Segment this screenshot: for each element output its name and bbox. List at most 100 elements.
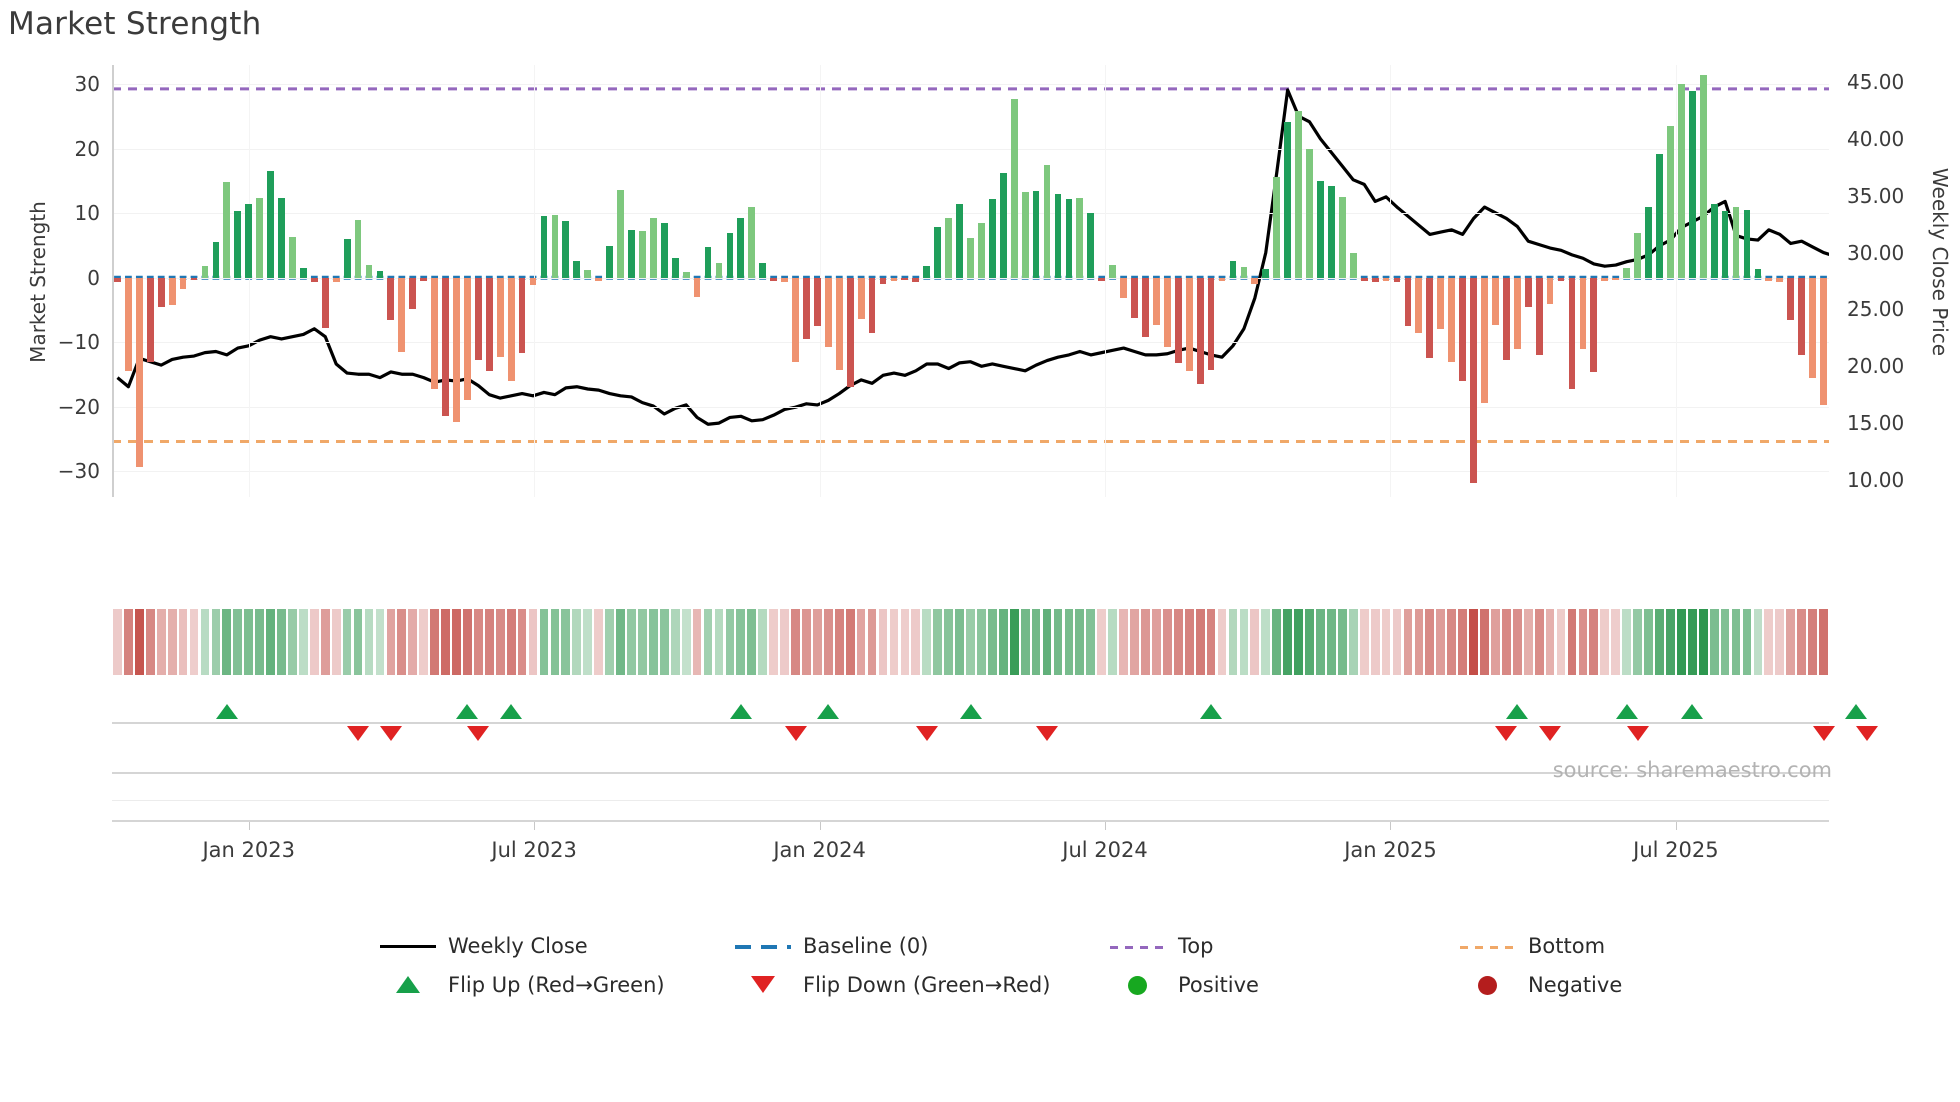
heatmap-cell bbox=[616, 609, 625, 675]
bar bbox=[1163, 277, 1171, 348]
heatmap-cell bbox=[277, 609, 286, 675]
legend-item[interactable]: Top bbox=[1110, 934, 1213, 958]
bar bbox=[1612, 277, 1620, 281]
dashed-line-icon bbox=[735, 936, 791, 956]
heatmap-cell bbox=[1764, 609, 1774, 675]
heatmap-cell bbox=[1545, 609, 1555, 675]
bar bbox=[1054, 193, 1062, 278]
bar bbox=[1743, 210, 1751, 278]
heatmap-cell bbox=[725, 609, 735, 675]
bar bbox=[518, 277, 526, 354]
heatmap-cell bbox=[834, 609, 844, 675]
bar bbox=[1415, 277, 1423, 334]
flip-up-marker bbox=[215, 704, 238, 719]
heatmap-cell bbox=[1819, 609, 1828, 675]
bar bbox=[1240, 267, 1248, 278]
heatmap-cell bbox=[113, 609, 122, 675]
legend-item[interactable]: Flip Down (Green→Red) bbox=[735, 973, 1050, 997]
bar bbox=[245, 204, 253, 278]
bar bbox=[1732, 207, 1740, 278]
bar bbox=[398, 277, 406, 352]
heatmap-cell bbox=[911, 609, 921, 675]
heatmap-cell bbox=[758, 609, 768, 675]
gridline bbox=[112, 277, 1829, 279]
x-axis-line bbox=[112, 820, 1829, 822]
x-tick-label: Jul 2023 bbox=[491, 838, 577, 862]
y-tick-left: 20 bbox=[74, 136, 100, 161]
heatmap-cell bbox=[1020, 609, 1030, 675]
legend-item[interactable]: Positive bbox=[1110, 973, 1259, 997]
heatmap-cell bbox=[1305, 609, 1314, 675]
vertical-gridline bbox=[1675, 65, 1677, 497]
y-tick-left: −30 bbox=[57, 459, 100, 484]
bar bbox=[704, 246, 712, 278]
legend-label: Bottom bbox=[1528, 934, 1606, 958]
bar bbox=[1120, 277, 1127, 298]
heatmap-cell bbox=[638, 609, 647, 675]
bar bbox=[1032, 190, 1040, 278]
bar bbox=[1229, 261, 1237, 278]
bar bbox=[1251, 277, 1259, 285]
heatmap-cell bbox=[1042, 609, 1052, 675]
heatmap-cell bbox=[1600, 609, 1610, 675]
heatmap-cell bbox=[780, 609, 789, 675]
legend-item[interactable]: Flip Up (Red→Green) bbox=[380, 973, 665, 997]
bar bbox=[474, 277, 482, 361]
heatmap-cell bbox=[878, 609, 888, 675]
heatmap-cell bbox=[1578, 609, 1588, 675]
heatmap-cell bbox=[747, 609, 757, 675]
legend-label: Weekly Close bbox=[448, 934, 588, 958]
heatmap-cell bbox=[517, 609, 527, 675]
heatmap-cell bbox=[211, 609, 221, 675]
y-tick-right: 35.00 bbox=[1847, 183, 1905, 208]
bar bbox=[1634, 232, 1641, 278]
heatmap-cell bbox=[1173, 609, 1183, 675]
heatmap-cell bbox=[1611, 609, 1621, 675]
bar bbox=[278, 198, 285, 278]
heatmap-cell bbox=[1261, 609, 1271, 675]
heatmap-cell bbox=[594, 609, 604, 675]
heatmap-cell bbox=[648, 609, 658, 675]
bar bbox=[431, 277, 438, 390]
bar bbox=[1677, 84, 1685, 278]
x-tick-mark bbox=[1105, 822, 1107, 830]
legend-item[interactable]: Bottom bbox=[1460, 934, 1605, 958]
flip-down-marker bbox=[1495, 726, 1518, 741]
heatmap-cell bbox=[1392, 609, 1402, 675]
heatmap-cell bbox=[889, 609, 899, 675]
divider-line-2 bbox=[112, 800, 1829, 801]
bar bbox=[387, 277, 395, 321]
bar bbox=[1798, 277, 1806, 356]
bar bbox=[999, 173, 1007, 278]
heatmap-cell bbox=[670, 609, 680, 675]
heatmap-cell bbox=[178, 609, 188, 675]
bar bbox=[1098, 277, 1106, 281]
legend-item[interactable]: Negative bbox=[1460, 973, 1622, 997]
bar bbox=[1524, 277, 1532, 307]
bar bbox=[1437, 277, 1445, 330]
bar bbox=[1284, 121, 1292, 278]
bar bbox=[321, 277, 329, 329]
heatmap-cell bbox=[1162, 609, 1172, 675]
heatmap-cell bbox=[1359, 609, 1369, 675]
legend-item[interactable]: Weekly Close bbox=[380, 934, 588, 958]
bar bbox=[1349, 252, 1357, 278]
heatmap-cell bbox=[1108, 609, 1118, 675]
flip-up-marker bbox=[1200, 704, 1223, 719]
heatmap-cell bbox=[1775, 609, 1785, 675]
heatmap-cell bbox=[1195, 609, 1205, 675]
bar bbox=[792, 277, 799, 362]
heatmap-cell bbox=[1698, 609, 1708, 675]
gridline bbox=[112, 84, 1829, 86]
heatmap-cell bbox=[1687, 609, 1697, 675]
bar bbox=[682, 271, 690, 278]
flip-up-marker bbox=[1615, 704, 1638, 719]
bar bbox=[584, 270, 592, 278]
y-tick-left: 10 bbox=[74, 201, 100, 226]
bar bbox=[1131, 277, 1138, 318]
bar bbox=[1568, 277, 1576, 389]
legend-item[interactable]: Baseline (0) bbox=[735, 934, 928, 958]
heatmap-cell bbox=[1666, 609, 1675, 675]
bar bbox=[879, 277, 887, 285]
vertical-gridline bbox=[1390, 65, 1392, 497]
